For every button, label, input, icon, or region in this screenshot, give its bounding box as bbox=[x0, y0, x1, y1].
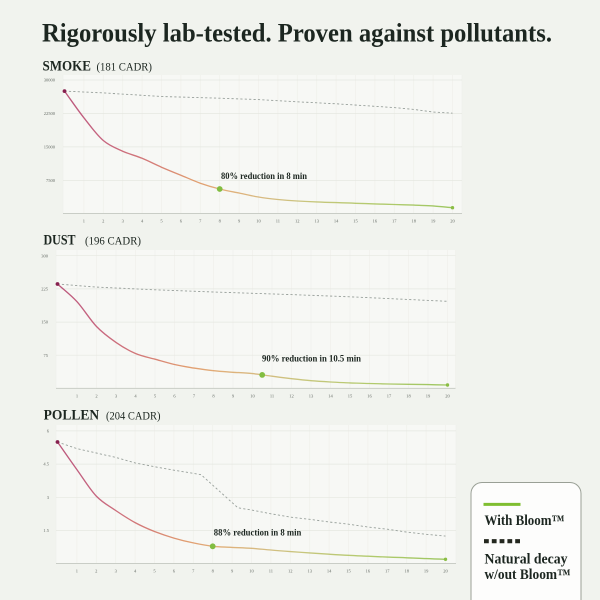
svg-text:12: 12 bbox=[289, 394, 294, 399]
svg-text:80% reduction in 8 min: 80% reduction in 8 min bbox=[221, 172, 308, 182]
svg-text:15: 15 bbox=[346, 569, 351, 574]
svg-text:8: 8 bbox=[212, 394, 215, 399]
svg-text:7500: 7500 bbox=[46, 178, 56, 183]
svg-text:3: 3 bbox=[115, 569, 118, 574]
svg-text:POLLEN: POLLEN bbox=[44, 408, 100, 424]
svg-text:13: 13 bbox=[309, 394, 314, 399]
svg-text:22500: 22500 bbox=[44, 111, 56, 116]
svg-text:With Bloom™: With Bloom™ bbox=[485, 513, 565, 529]
svg-text:7: 7 bbox=[192, 569, 195, 574]
svg-text:90% reduction in 10.5 min: 90% reduction in 10.5 min bbox=[262, 355, 362, 365]
svg-text:7: 7 bbox=[193, 394, 196, 399]
svg-text:300: 300 bbox=[41, 253, 49, 258]
svg-text:11: 11 bbox=[276, 219, 280, 224]
svg-text:Rigorously lab-tested. Proven: Rigorously lab-tested. Proven against po… bbox=[42, 18, 552, 48]
svg-text:12: 12 bbox=[295, 219, 300, 224]
svg-text:2: 2 bbox=[95, 569, 97, 574]
svg-text:18: 18 bbox=[404, 569, 409, 574]
svg-text:(204 CADR): (204 CADR) bbox=[106, 409, 161, 423]
svg-text:88% reduction in 8 min: 88% reduction in 8 min bbox=[214, 529, 302, 539]
svg-text:18: 18 bbox=[406, 394, 411, 399]
svg-text:10: 10 bbox=[249, 569, 254, 574]
svg-text:9: 9 bbox=[238, 219, 241, 224]
svg-text:6: 6 bbox=[180, 219, 183, 224]
svg-text:225: 225 bbox=[41, 287, 49, 292]
svg-text:4: 4 bbox=[134, 569, 137, 574]
svg-text:Natural decay: Natural decay bbox=[485, 551, 569, 567]
svg-text:15: 15 bbox=[353, 219, 358, 224]
svg-text:5: 5 bbox=[160, 219, 163, 224]
svg-text:10: 10 bbox=[250, 394, 255, 399]
svg-text:17: 17 bbox=[387, 394, 392, 399]
svg-text:5: 5 bbox=[154, 394, 157, 399]
svg-text:13: 13 bbox=[314, 219, 319, 224]
svg-text:17: 17 bbox=[385, 569, 390, 574]
svg-text:15000: 15000 bbox=[44, 145, 56, 150]
svg-text:(196 CADR): (196 CADR) bbox=[85, 234, 141, 248]
svg-text:13: 13 bbox=[307, 569, 312, 574]
svg-text:4: 4 bbox=[141, 219, 144, 224]
svg-text:150: 150 bbox=[41, 320, 49, 325]
svg-text:30000: 30000 bbox=[44, 78, 56, 83]
svg-text:1: 1 bbox=[76, 394, 78, 399]
svg-text:7: 7 bbox=[199, 219, 202, 224]
svg-text:11: 11 bbox=[269, 569, 273, 574]
svg-text:10: 10 bbox=[256, 219, 261, 224]
svg-text:75: 75 bbox=[44, 353, 49, 358]
svg-text:11: 11 bbox=[270, 394, 274, 399]
svg-text:17: 17 bbox=[392, 219, 397, 224]
svg-text:3: 3 bbox=[122, 219, 125, 224]
svg-text:6: 6 bbox=[47, 429, 50, 434]
svg-text:20: 20 bbox=[443, 569, 448, 574]
svg-text:4.5: 4.5 bbox=[43, 462, 49, 467]
svg-text:16: 16 bbox=[366, 569, 371, 574]
svg-text:SMOKE: SMOKE bbox=[43, 59, 92, 75]
svg-text:20: 20 bbox=[445, 394, 450, 399]
svg-text:12: 12 bbox=[288, 569, 293, 574]
svg-text:4: 4 bbox=[134, 394, 137, 399]
svg-text:19: 19 bbox=[424, 569, 429, 574]
svg-text:2: 2 bbox=[95, 394, 97, 399]
svg-text:8: 8 bbox=[219, 219, 222, 224]
svg-text:18: 18 bbox=[411, 219, 416, 224]
svg-text:3: 3 bbox=[47, 495, 50, 500]
svg-text:15: 15 bbox=[348, 394, 353, 399]
svg-text:16: 16 bbox=[373, 219, 378, 224]
svg-text:20: 20 bbox=[450, 219, 455, 224]
svg-text:6: 6 bbox=[173, 569, 176, 574]
svg-text:6: 6 bbox=[173, 394, 176, 399]
svg-text:19: 19 bbox=[431, 219, 436, 224]
svg-text:14: 14 bbox=[328, 394, 333, 399]
svg-text:w/out Bloom™: w/out Bloom™ bbox=[485, 567, 571, 583]
svg-text:16: 16 bbox=[367, 394, 372, 399]
svg-text:9: 9 bbox=[232, 394, 235, 399]
svg-text:(181 CADR): (181 CADR) bbox=[97, 60, 153, 74]
svg-text:3: 3 bbox=[115, 394, 118, 399]
svg-text:8: 8 bbox=[212, 569, 215, 574]
svg-text:1.5: 1.5 bbox=[43, 528, 49, 533]
svg-text:14: 14 bbox=[327, 569, 332, 574]
svg-text:19: 19 bbox=[426, 394, 431, 399]
svg-text:1: 1 bbox=[76, 569, 78, 574]
svg-text:DUST: DUST bbox=[44, 233, 76, 249]
svg-text:1: 1 bbox=[83, 219, 85, 224]
svg-text:14: 14 bbox=[334, 219, 339, 224]
svg-text:9: 9 bbox=[231, 569, 234, 574]
svg-text:2: 2 bbox=[102, 219, 104, 224]
svg-text:5: 5 bbox=[153, 569, 156, 574]
